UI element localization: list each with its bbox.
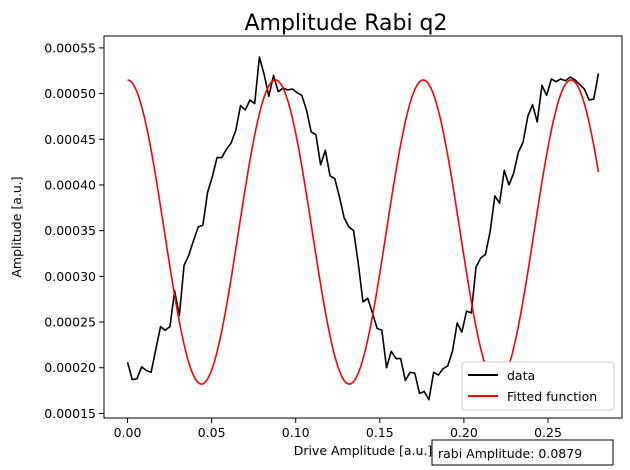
x-axis: 0.00 0.05 0.10 0.15 0.20 0.25 (114, 418, 562, 440)
y-tick-label: 0.00030 (44, 269, 96, 284)
x-tick-label: 0.05 (198, 425, 226, 440)
x-tick-label: 0.15 (366, 425, 394, 440)
chart-title: Amplitude Rabi q2 (244, 11, 447, 36)
x-tick-label: 0.10 (282, 425, 310, 440)
series-data-line (126, 56, 600, 401)
series-layer (126, 56, 600, 401)
y-tick-label: 0.00035 (44, 223, 96, 238)
annotation-box (431, 439, 614, 466)
x-tick-label: 0.20 (450, 425, 478, 440)
y-tick-label: 0.00020 (44, 360, 96, 375)
y-tick-label: 0.00025 (44, 315, 96, 330)
legend-label-fit: Fitted function (507, 389, 597, 404)
x-tick-label: 0.25 (534, 425, 562, 440)
annotation-text: rabi Amplitude: 0.0879 (438, 446, 582, 461)
series-fit-line (127, 79, 600, 385)
x-axis-label: Drive Amplitude [a.u.] (294, 443, 433, 458)
legend-box (461, 361, 615, 411)
y-tick-label: 0.00045 (44, 132, 96, 147)
y-axis: 0.00015 0.00020 0.00025 0.00030 0.00035 0.000… (44, 40, 104, 421)
y-tick-label: 0.00050 (44, 86, 96, 101)
y-axis-label: Amplitude [a.u.] (9, 176, 24, 277)
legend: data Fitted function (461, 361, 615, 411)
y-tick-label: 0.00055 (44, 40, 96, 55)
rabi-amplitude-annotation: rabi Amplitude: 0.0879 (431, 439, 614, 466)
y-tick-label: 0.00015 (44, 406, 96, 421)
y-tick-label: 0.00040 (44, 177, 96, 192)
x-tick-label: 0.00 (114, 425, 142, 440)
legend-label-data: data (507, 368, 535, 383)
